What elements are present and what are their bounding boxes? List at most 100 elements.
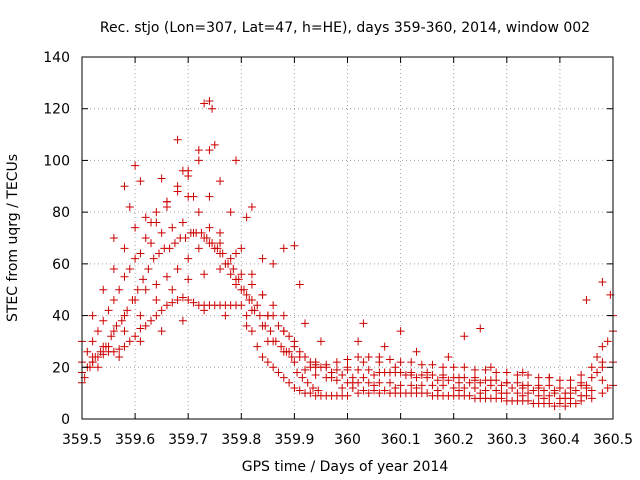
data-point <box>598 277 607 286</box>
data-point <box>513 389 522 398</box>
data-point <box>513 378 522 387</box>
data-point <box>91 352 100 361</box>
data-point <box>332 358 341 367</box>
y-tick-label: 20 <box>52 360 70 376</box>
data-point <box>181 234 190 242</box>
data-point <box>396 381 405 390</box>
data-point <box>587 394 596 403</box>
data-point <box>290 358 299 367</box>
data-point <box>470 383 479 392</box>
data-point <box>141 213 150 222</box>
axis-ticks <box>81 56 614 420</box>
data-point <box>242 321 251 330</box>
data-point <box>231 156 240 165</box>
data-point <box>115 285 124 294</box>
data-point <box>375 358 384 367</box>
data-point <box>412 389 421 398</box>
data-point <box>173 135 182 144</box>
data-point <box>279 373 288 382</box>
data-point <box>518 396 527 405</box>
data-point <box>534 383 543 392</box>
x-tick-label: 360.5 <box>593 432 633 448</box>
data-point <box>545 373 554 382</box>
x-tick-label: 359.6 <box>115 432 155 448</box>
data-point <box>125 337 134 346</box>
data-point <box>571 399 580 408</box>
data-point <box>269 259 278 268</box>
data-point <box>486 376 495 385</box>
data-point <box>173 182 182 191</box>
data-point <box>205 192 214 201</box>
data-point <box>274 368 283 377</box>
data-point <box>354 352 363 361</box>
data-point <box>550 386 559 395</box>
data-point <box>144 265 153 274</box>
data-point <box>101 342 110 351</box>
data-point <box>433 376 442 385</box>
data-point <box>577 378 586 387</box>
data-point <box>205 96 214 105</box>
data-point <box>391 363 400 372</box>
y-tick-label: 80 <box>52 205 70 221</box>
data-point <box>147 239 156 248</box>
x-tick-label: 360.2 <box>434 432 474 448</box>
data-point <box>231 280 240 289</box>
data-point <box>518 368 527 377</box>
data-point <box>322 360 331 369</box>
data-point <box>290 241 299 250</box>
data-point <box>242 290 251 299</box>
data-point <box>173 296 182 305</box>
data-point <box>343 391 352 400</box>
data-point <box>354 337 363 346</box>
data-point <box>486 363 495 372</box>
data-point <box>343 355 352 364</box>
data-point <box>306 363 315 372</box>
data-point <box>582 296 591 305</box>
data-point <box>298 373 307 382</box>
data-point <box>237 301 246 310</box>
data-point <box>303 378 312 387</box>
data-point <box>120 244 129 253</box>
data-point <box>338 383 347 392</box>
data-point <box>269 301 278 310</box>
data-point <box>120 311 129 320</box>
data-point <box>189 192 198 201</box>
data-point <box>117 316 126 325</box>
data-point <box>263 337 272 346</box>
data-point <box>354 389 363 398</box>
data-point <box>423 368 432 377</box>
data-point <box>263 358 272 367</box>
data-point <box>213 244 222 253</box>
data-point <box>245 296 254 305</box>
data-point <box>109 234 118 242</box>
data-point <box>308 383 317 392</box>
data-point <box>301 319 310 328</box>
data-point <box>577 371 586 380</box>
data-point <box>162 272 171 281</box>
data-point <box>93 363 102 372</box>
data-point <box>152 296 161 305</box>
x-tick-label: 359.5 <box>62 432 102 448</box>
data-point <box>508 396 517 405</box>
data-point <box>332 376 341 385</box>
data-point <box>205 146 214 155</box>
data-point <box>247 327 256 336</box>
data-point <box>216 239 225 248</box>
data-point <box>301 365 310 374</box>
x-tick-label: 360.4 <box>540 432 580 448</box>
data-point <box>141 321 150 330</box>
data-point <box>178 166 187 175</box>
data-point <box>587 363 596 372</box>
data-point <box>271 337 280 346</box>
data-point <box>88 337 97 346</box>
data-point <box>375 389 384 398</box>
x-tick-label: 360.1 <box>381 432 421 448</box>
data-point <box>460 383 469 392</box>
data-point <box>534 391 543 400</box>
data-point <box>359 373 368 382</box>
data-point <box>314 386 323 395</box>
data-point <box>598 376 607 385</box>
data-point <box>518 381 527 390</box>
data-point <box>603 337 612 346</box>
x-tick-label: 360.3 <box>487 432 527 448</box>
